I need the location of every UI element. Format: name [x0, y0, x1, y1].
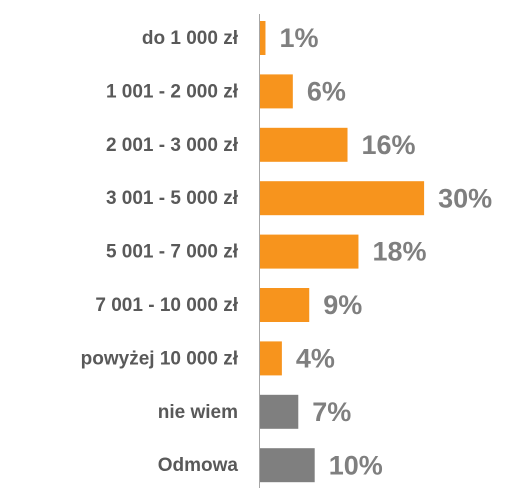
value-label: 4% [296, 344, 335, 374]
category-label: Odmowa [158, 455, 239, 476]
bar [260, 181, 425, 216]
bar [260, 448, 315, 483]
bar [260, 394, 299, 429]
value-label: 7% [312, 397, 351, 427]
bar [260, 341, 282, 376]
category-label: nie wiem [158, 402, 238, 423]
category-label: do 1 000 zł [142, 28, 239, 49]
category-label: 5 001 - 7 000 zł [106, 242, 239, 263]
value-label: 30% [438, 183, 492, 213]
value-label: 1% [279, 23, 318, 53]
value-label: 16% [362, 130, 416, 160]
category-label: 3 001 - 5 000 zł [106, 188, 239, 209]
bar [260, 288, 310, 322]
category-label: powyżej 10 000 zł [81, 348, 239, 369]
bar [260, 21, 266, 55]
bar [260, 74, 293, 109]
value-label: 6% [307, 77, 346, 107]
value-label: 18% [372, 237, 426, 267]
bar [260, 127, 348, 162]
category-label: 2 001 - 3 000 zł [106, 135, 239, 156]
category-label: 1 001 - 2 000 zł [106, 81, 239, 102]
value-label: 10% [329, 450, 383, 480]
bar [260, 234, 359, 269]
category-label: 7 001 - 10 000 zł [95, 295, 238, 316]
value-label: 9% [323, 290, 362, 320]
